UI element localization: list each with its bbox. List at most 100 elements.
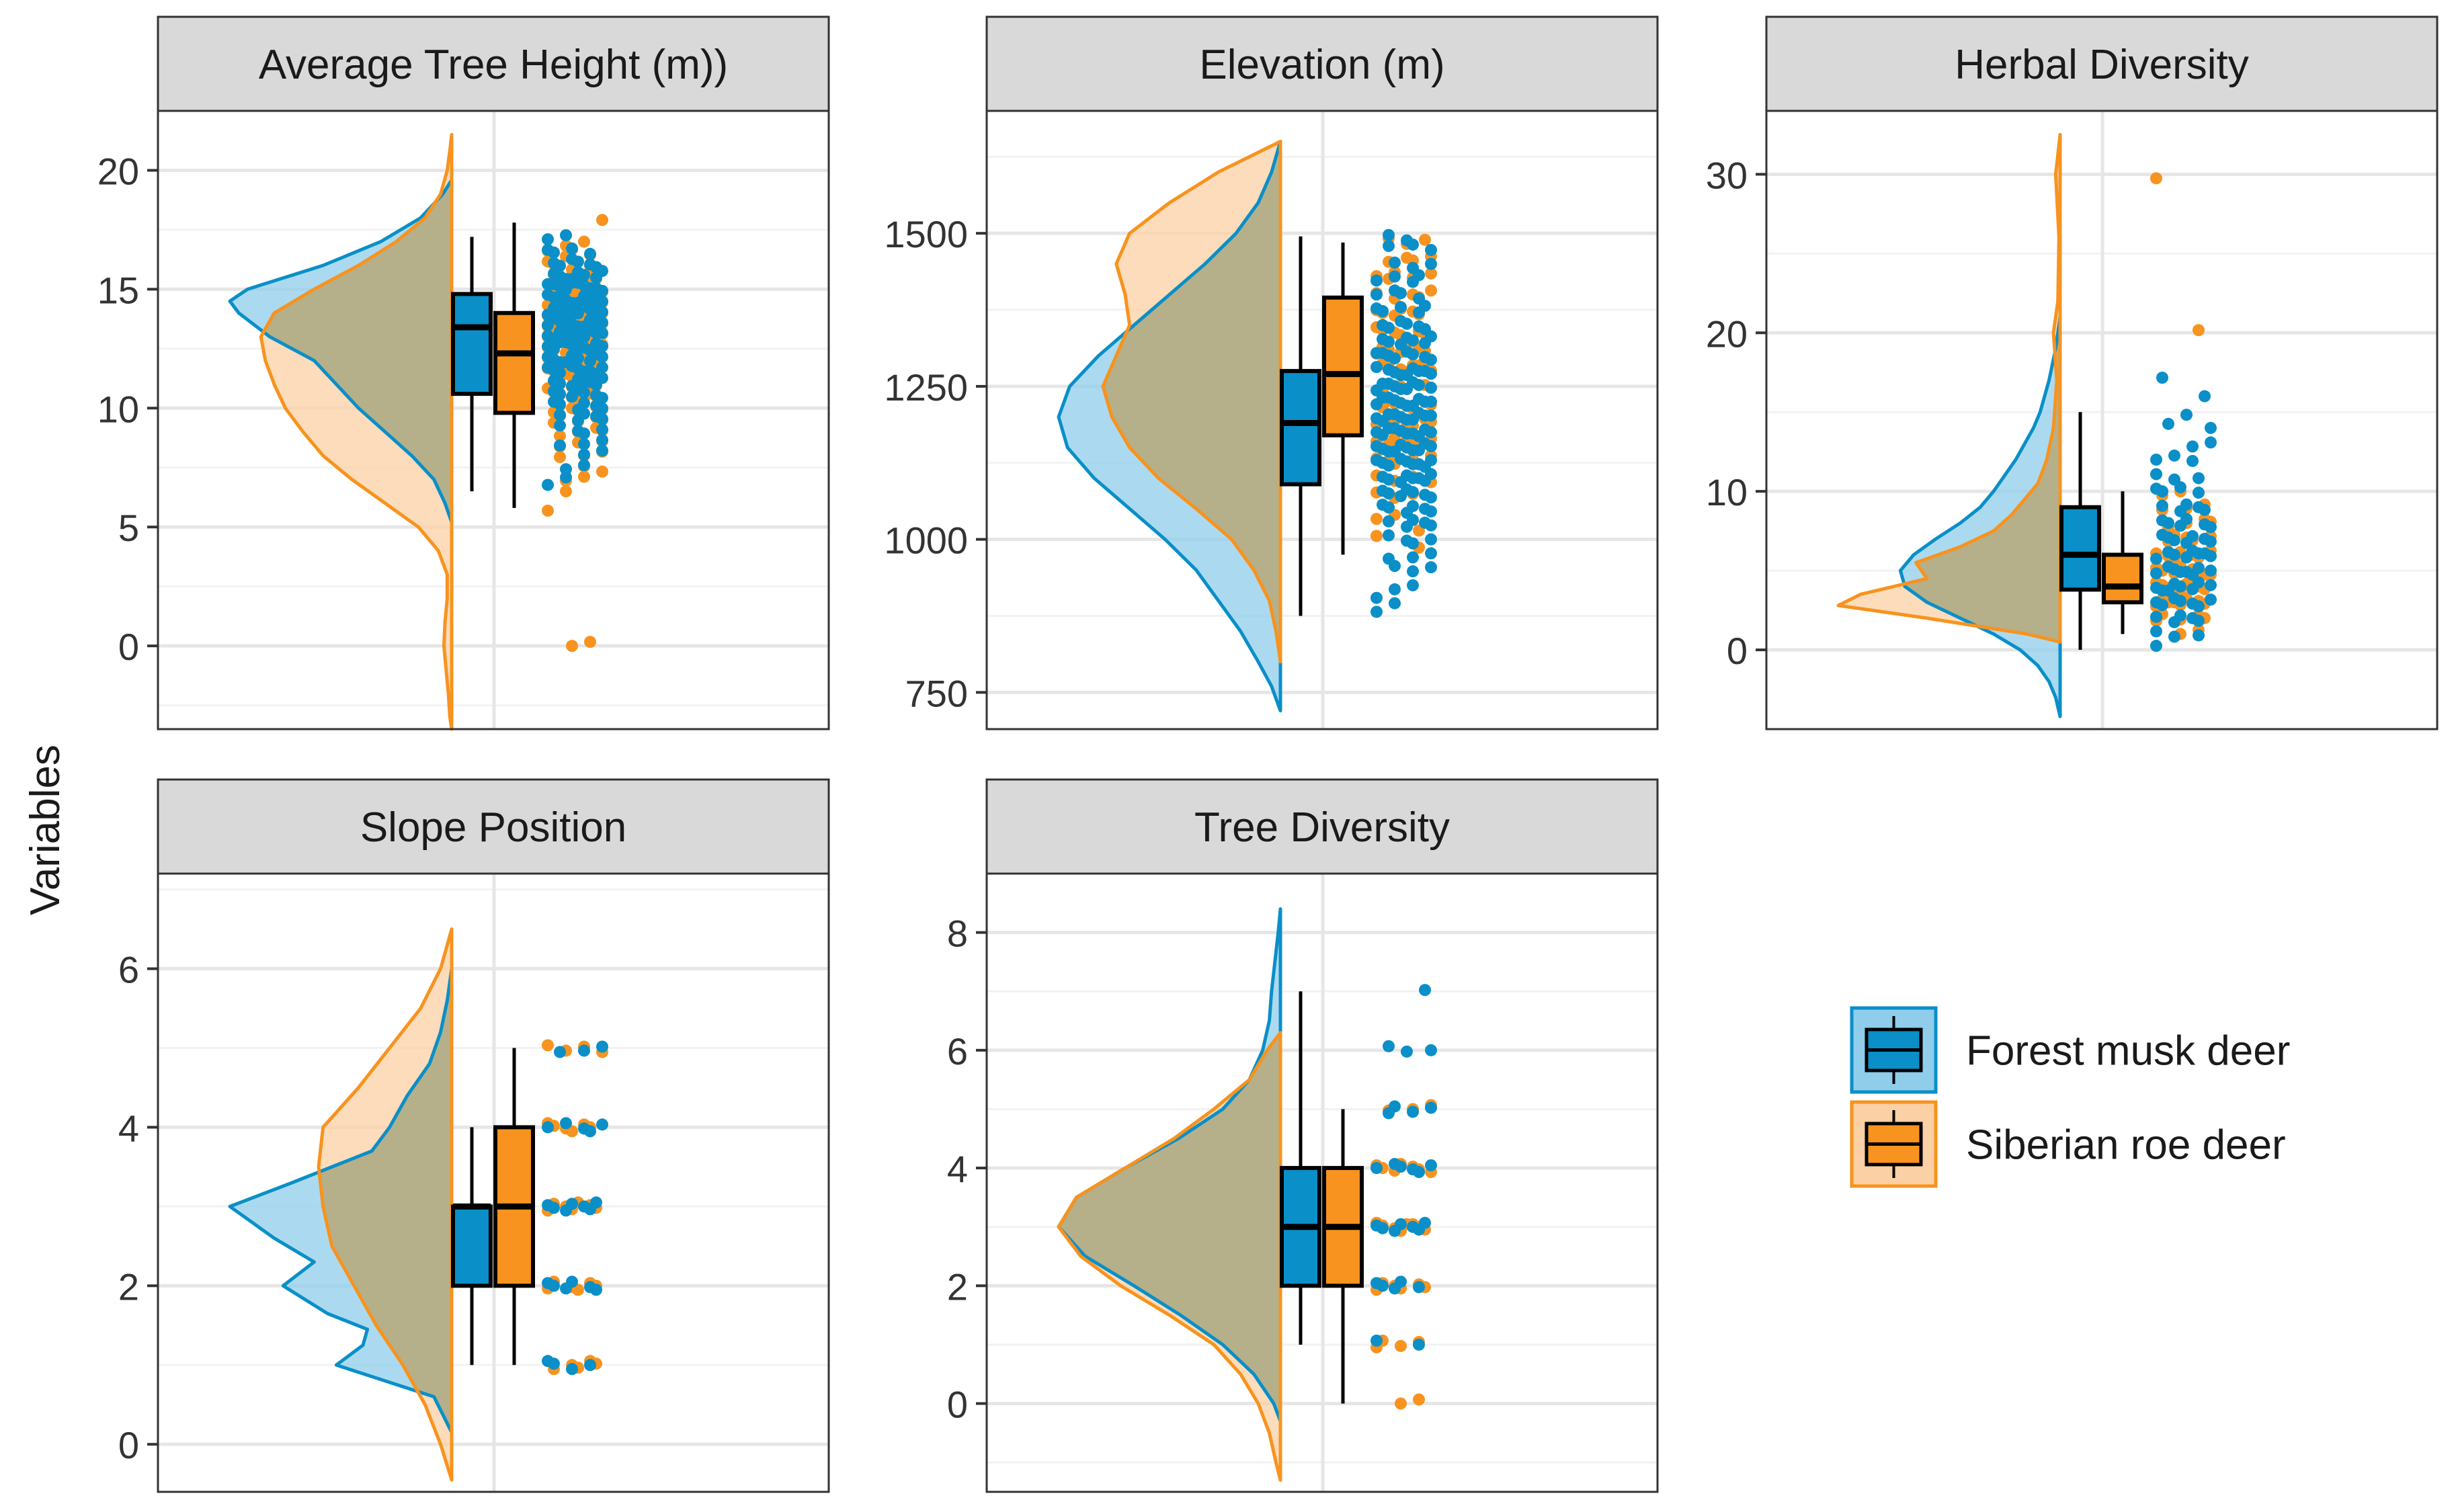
rain-point-forest-musk-deer [590, 306, 602, 319]
rain-point-forest-musk-deer [542, 478, 554, 491]
rain-point-forest-musk-deer [2174, 566, 2186, 579]
rain-point-forest-musk-deer [2205, 535, 2217, 548]
rain-point-forest-musk-deer [2150, 453, 2162, 466]
rain-point-forest-musk-deer [1383, 515, 1395, 528]
rain-point-forest-musk-deer [596, 1040, 608, 1053]
rain-point-forest-musk-deer [1425, 426, 1437, 439]
rain-point-forest-musk-deer [1419, 1216, 1431, 1229]
rain-point-forest-musk-deer [542, 278, 554, 290]
rain-point-forest-musk-deer [560, 1117, 572, 1130]
rain-point-siberian-roe-deer [1425, 284, 1437, 297]
rain-point-forest-musk-deer [1401, 427, 1413, 440]
rain-point-forest-musk-deer [2168, 630, 2180, 643]
rain-point-forest-musk-deer [1395, 301, 1407, 314]
rain-point-forest-musk-deer [1413, 1338, 1425, 1351]
boxplot-forest-musk-deer-box [451, 292, 493, 396]
rain-point-forest-musk-deer [1425, 353, 1437, 366]
rain-point-forest-musk-deer [2193, 562, 2205, 575]
panel-slope-position: Slope Position 0 2 4 6 [118, 778, 830, 1493]
rain-point-forest-musk-deer [1401, 1045, 1413, 1058]
panel-border [1765, 110, 2439, 730]
facet-title: Slope Position [360, 804, 626, 851]
y-tick-label: 30 [1706, 154, 1748, 196]
legend-siberian-roe-deer: Siberian roe deer [1850, 1100, 2286, 1188]
rain-point-forest-musk-deer [590, 1284, 602, 1296]
rain-point-forest-musk-deer [578, 376, 590, 388]
rain-point-forest-musk-deer [584, 247, 596, 260]
rain-point-siberian-roe-deer [554, 429, 566, 442]
boxplot-siberian-roe-deer-box [493, 310, 535, 415]
density-outline-forest-musk-deer [228, 967, 454, 1435]
rain-point-forest-musk-deer [2150, 468, 2162, 480]
rain-point-forest-musk-deer [1407, 1105, 1419, 1118]
legend: Forest musk deer Siberian roe deer [1850, 1006, 2290, 1188]
rain-point-forest-musk-deer [1425, 547, 1437, 560]
rain-point-forest-musk-deer [596, 413, 608, 425]
y-tick-label: 20 [1706, 312, 1748, 355]
rain-point-forest-musk-deer [1419, 984, 1431, 997]
rain-point-forest-musk-deer [596, 361, 608, 374]
rain-point-forest-musk-deer [1395, 369, 1407, 382]
rain-point-forest-musk-deer [578, 437, 590, 450]
rain-point-forest-musk-deer [590, 327, 602, 339]
rain-point-forest-musk-deer [1425, 454, 1437, 466]
rain-point-forest-musk-deer [1401, 399, 1413, 412]
rain-point-forest-musk-deer [1413, 292, 1425, 305]
y-tick-label: 0 [947, 1384, 968, 1426]
boxplot-forest-musk-deer-box [2059, 505, 2101, 592]
rain-point-forest-musk-deer [1377, 1279, 1389, 1292]
facet-title: Herbal Diversity [1955, 42, 2249, 88]
rain-point-forest-musk-deer [2199, 390, 2211, 403]
rain-point-forest-musk-deer [548, 302, 560, 314]
rain-point-forest-musk-deer [1413, 1281, 1425, 1294]
rain-point-forest-musk-deer [2186, 454, 2199, 467]
rain-point-forest-musk-deer [596, 402, 608, 415]
rain-point-siberian-roe-deer [578, 470, 590, 483]
rain-point-forest-musk-deer [2168, 548, 2180, 561]
rain-point-forest-musk-deer [2150, 610, 2162, 623]
rain-point-forest-musk-deer [2162, 417, 2174, 430]
facet-title: Average Tree Height (m)) [259, 42, 728, 88]
rain-point-forest-musk-deer [2150, 640, 2162, 653]
rain-point-forest-musk-deer [1377, 305, 1389, 318]
rain-point-forest-musk-deer [2205, 521, 2217, 534]
rain-point-forest-musk-deer [2168, 534, 2180, 546]
rain-point-forest-musk-deer [1383, 335, 1395, 348]
rain-point-forest-musk-deer [1395, 1275, 1407, 1288]
rain-point-forest-musk-deer [584, 282, 596, 294]
density-outline-siberian-roe-deer [1836, 132, 2062, 644]
rain-point-forest-musk-deer [596, 392, 608, 405]
rain-point-forest-musk-deer [1401, 234, 1413, 247]
rain-point-forest-musk-deer [1383, 459, 1395, 472]
y-axis-title: Variables [22, 745, 69, 915]
rain-point-forest-musk-deer [1425, 519, 1437, 532]
rain-point-forest-musk-deer [596, 284, 608, 297]
facet-strip [157, 778, 830, 875]
rain-point-siberian-roe-deer [584, 636, 596, 648]
facet-strip [985, 778, 1659, 875]
rain-point-forest-musk-deer [554, 409, 566, 421]
y-tick-label: 20 [97, 150, 139, 192]
rain-point-siberian-roe-deer [1395, 1339, 1407, 1352]
rain-point-forest-musk-deer [584, 1359, 596, 1372]
rain-point-forest-musk-deer [554, 325, 566, 338]
rain-point-forest-musk-deer [2205, 436, 2217, 449]
rain-point-siberian-roe-deer [1395, 1397, 1407, 1410]
density-outline-forest-musk-deer [1057, 140, 1282, 713]
facet-strip [157, 15, 830, 112]
rain-point-forest-musk-deer [572, 255, 584, 268]
y-tick-label: 1250 [884, 366, 968, 409]
rain-point-forest-musk-deer [2205, 550, 2217, 562]
facet-strip [1765, 15, 2439, 112]
y-tick-label: 2 [947, 1265, 968, 1308]
rain-point-forest-musk-deer [548, 1279, 560, 1292]
rain-point-forest-musk-deer [1389, 270, 1401, 283]
rain-point-forest-musk-deer [2205, 564, 2217, 577]
rain-point-forest-musk-deer [1425, 1044, 1437, 1056]
rain-point-forest-musk-deer [1395, 1218, 1407, 1230]
rain-point-forest-musk-deer [572, 352, 584, 364]
y-tick-label: 6 [118, 949, 139, 991]
rain-point-forest-musk-deer [1389, 1100, 1401, 1113]
rain-point-forest-musk-deer [578, 269, 590, 282]
